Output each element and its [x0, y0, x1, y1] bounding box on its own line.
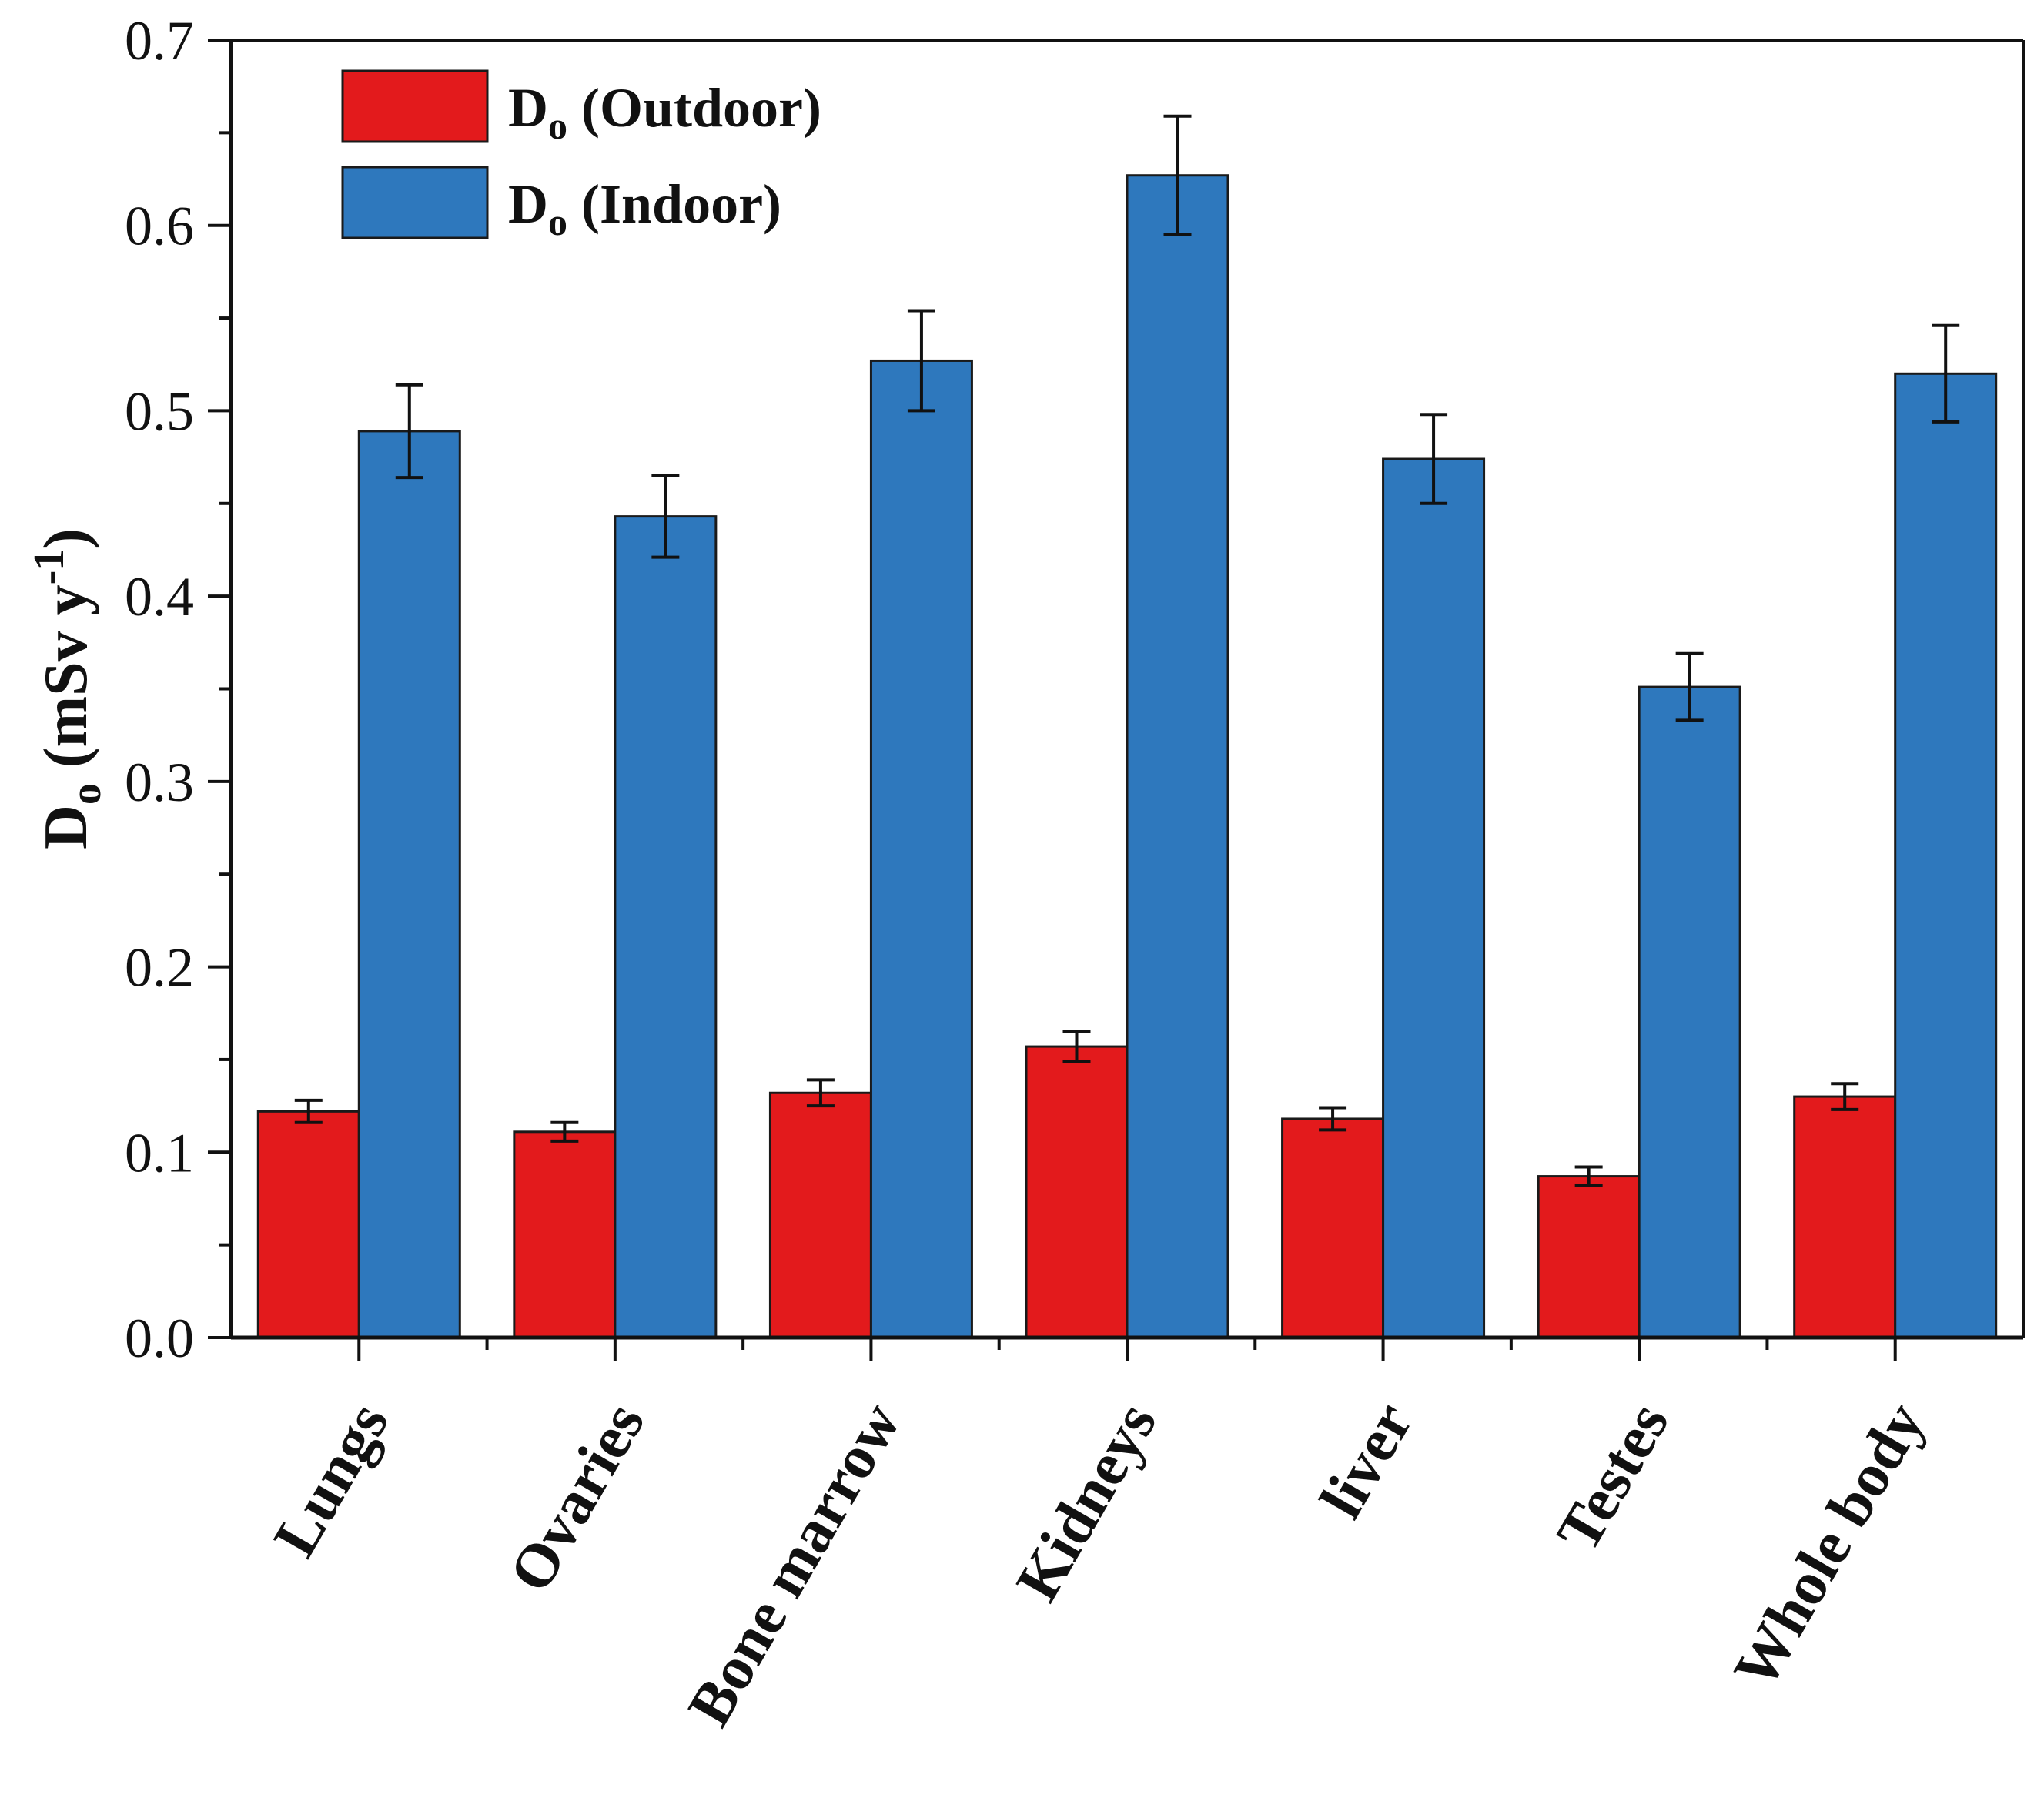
- legend-swatch-indoor: [341, 166, 489, 239]
- y-tick-label: 0.7: [125, 10, 194, 72]
- bar-indoor: [1638, 685, 1741, 1339]
- y-tick-label: 0.4: [125, 566, 194, 628]
- x-category-label: Testes: [1544, 1391, 1682, 1562]
- x-category-label: Kidneys: [1003, 1391, 1169, 1612]
- bar-outdoor: [1281, 1117, 1385, 1339]
- bar-indoor: [1382, 457, 1486, 1339]
- x-category-label: Bone marrow: [675, 1391, 914, 1737]
- y-tick-label: 0.0: [125, 1308, 194, 1369]
- y-tick-label: 0.5: [125, 380, 194, 442]
- bar-indoor: [869, 359, 973, 1339]
- bar-outdoor: [1025, 1045, 1129, 1339]
- bar-outdoor: [513, 1130, 617, 1339]
- bar-indoor: [614, 515, 718, 1339]
- bar-outdoor: [768, 1091, 872, 1339]
- legend-label-indoor: Do (Indoor): [508, 173, 781, 243]
- bar-indoor: [1894, 372, 1998, 1339]
- bar-indoor: [357, 430, 461, 1339]
- chart-marks: [256, 114, 1998, 1339]
- y-axis-title: Do (mSv y-1): [25, 528, 110, 849]
- x-category-label: Whole body: [1721, 1391, 1938, 1699]
- y-tick-label: 0.1: [125, 1122, 194, 1184]
- y-tick-label: 0.6: [125, 196, 194, 257]
- legend-label-outdoor: Do (Outdoor): [508, 77, 821, 147]
- x-category-label: Ovaries: [497, 1391, 658, 1603]
- x-category-label: liver: [1307, 1391, 1426, 1529]
- bar-outdoor: [1793, 1095, 1897, 1339]
- y-tick-label: 0.2: [125, 937, 194, 999]
- bar-outdoor: [256, 1110, 360, 1339]
- chart-legend: Do (Outdoor) Do (Indoor): [341, 69, 821, 243]
- bar-outdoor: [1537, 1175, 1641, 1339]
- y-tick-label: 0.3: [125, 752, 194, 813]
- x-category-label: Lungs: [261, 1391, 402, 1568]
- bar-indoor: [1126, 174, 1229, 1339]
- legend-swatch-outdoor: [341, 69, 489, 143]
